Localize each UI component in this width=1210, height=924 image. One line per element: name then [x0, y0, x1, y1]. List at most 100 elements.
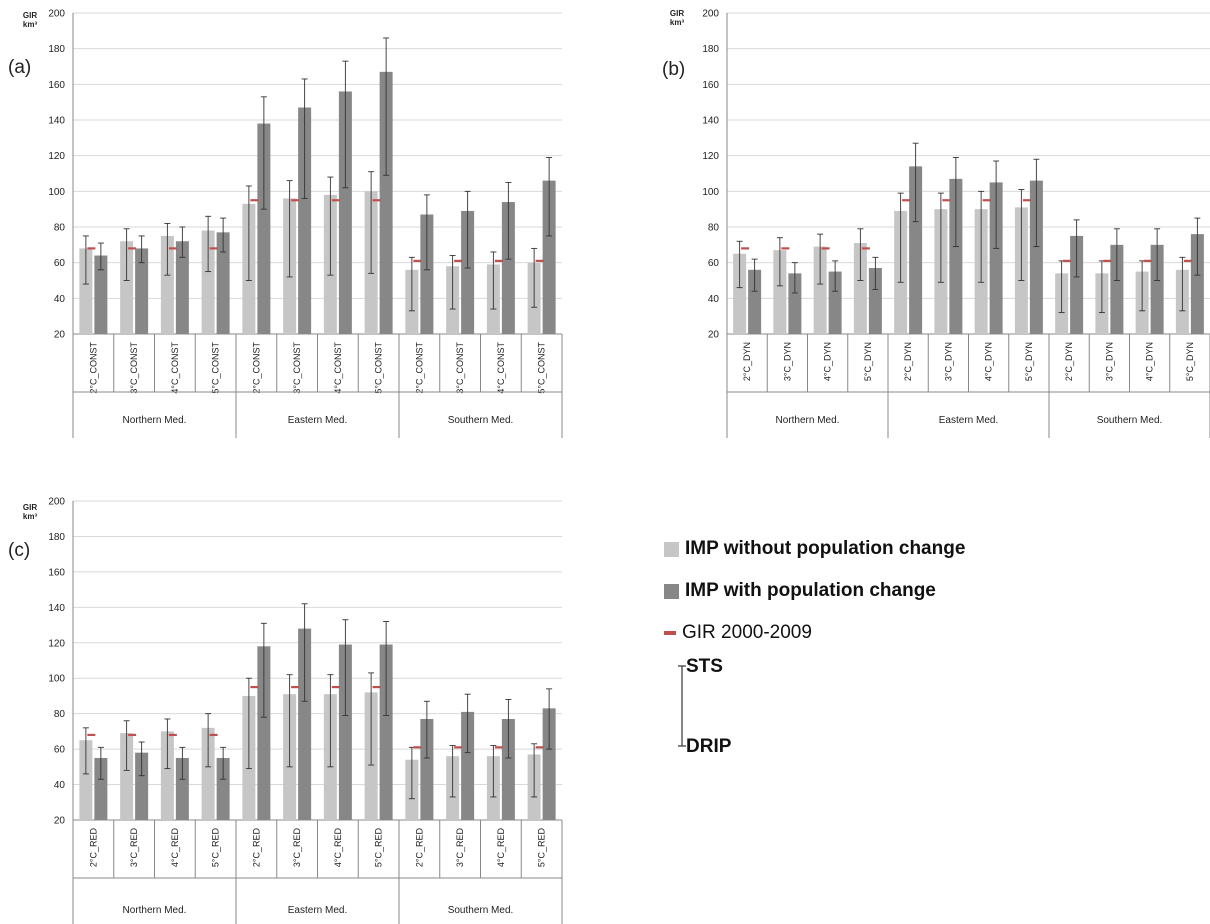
p2-x-tick-label: 3°C_DYN [943, 342, 953, 381]
p1-bar-with-pop [420, 214, 434, 334]
p1-y-tick-label: 140 [48, 116, 65, 127]
p2-x-tick-label: 4°C_DYN [1145, 342, 1155, 381]
p3-bar-with-pop [94, 757, 108, 820]
p1-y-tick-label: 180 [48, 44, 65, 55]
p2-bar-without-pop [733, 253, 747, 334]
p3-y-tick-label: 80 [54, 709, 66, 720]
p3-y-tick-label: 40 [54, 780, 66, 791]
legend-swatch-baseline [664, 631, 676, 635]
p1-bar-without-pop [201, 230, 215, 334]
p2-y-tick-label: 200 [702, 9, 719, 20]
p2-bar-without-pop [813, 246, 827, 334]
p2-bar-with-pop [1150, 244, 1164, 334]
p3-y-tick-label: 140 [48, 603, 65, 614]
p2-y-axis-label: GIR km³ [670, 9, 685, 27]
p3-bar-with-pop [216, 757, 230, 820]
p2-x-tick-label: 2°C_DYN [903, 342, 913, 381]
p3-y-tick-label: 20 [54, 816, 66, 827]
p1-x-tick-label: 5°C_CONST [211, 341, 221, 393]
p3-x-tick-label: 5°C_RED [211, 828, 221, 868]
p3-x-tick-label: 3°C_RED [292, 828, 302, 868]
p1-y-tick-label: 200 [48, 9, 65, 20]
p3-bar-without-pop [79, 740, 93, 820]
chart-svg-b: 20 40 60 80 100 120 140 160 180 200 GIR km³ (b) 2°C_D… [662, 9, 1210, 438]
chart-svg-a: 20 40 60 80 100 120 140 160 180 200 GIR km³ (a) 2°C_C… [8, 9, 563, 438]
p2-x-tick-label: 2°C_DYN [742, 342, 752, 381]
legend-label-with-pop: IMP with population change [685, 580, 936, 601]
p1-x-tick-label: 4°C_CONST [496, 341, 506, 393]
p2-x-tick-label: 2°C_DYN [1064, 342, 1074, 381]
p1-bar-with-pop [501, 202, 515, 334]
p3-y-tick-label: 60 [54, 745, 66, 756]
p1-x-tick-label: 2°C_CONST [251, 341, 261, 393]
p2-bar-with-pop [989, 182, 1003, 334]
p1-x-tick-label: 2°C_CONST [414, 341, 424, 393]
p2-x-tick-label: 5°C_DYN [863, 342, 873, 381]
p2-bar-with-pop [1110, 244, 1124, 334]
p1-bar-with-pop [94, 255, 108, 334]
p3-bar-with-pop [338, 644, 352, 820]
p3-y-tick-label: 100 [48, 674, 65, 685]
legend-errorbar-icon [678, 665, 686, 747]
p3-bar-with-pop [461, 711, 475, 820]
p2-y-tick-label: 160 [702, 80, 719, 91]
p1-bar-without-pop [120, 241, 134, 334]
p1-bar-with-pop [135, 248, 149, 334]
p1-bar-with-pop [338, 91, 352, 334]
p2-x-tick-label: 5°C_DYN [1024, 342, 1034, 381]
p1-bar-with-pop [379, 71, 393, 334]
p2-bar-with-pop [868, 268, 882, 334]
legend-label-sts: STS [686, 656, 723, 677]
p3-x-tick-label: 5°C_RED [537, 828, 547, 868]
p3-bar-with-pop [135, 752, 149, 820]
legend-item-baseline: GIR 2000-2009 [664, 622, 812, 644]
p1-bar-with-pop [542, 180, 556, 334]
p3-bar-without-pop [201, 727, 215, 820]
p1-x-tick-label: 3°C_CONST [292, 341, 302, 393]
chart-panel-c: 20 40 60 80 100 120 140 160 180 200 GIR km³ (c) 2°C_R… [0, 488, 580, 924]
p3-bar-without-pop [120, 733, 134, 820]
p1-region-label: Eastern Med. [288, 415, 347, 426]
p3-x-tick-label: 2°C_RED [414, 828, 424, 868]
p1-y-tick-label: 80 [54, 223, 66, 234]
legend-item-without-pop: IMP without population change [664, 538, 965, 560]
p3-y-tick-label: 180 [48, 532, 65, 543]
p3-region-label: Southern Med. [448, 905, 514, 916]
p1-y-axis-label: GIR km³ [23, 11, 38, 29]
p2-bar-with-pop [748, 269, 762, 334]
p3-x-tick-label: 4°C_RED [170, 828, 180, 868]
p1-x-tick-label: 3°C_CONST [129, 341, 139, 393]
p1-x-tick-label: 5°C_CONST [537, 341, 547, 393]
p2-region-label: Eastern Med. [939, 415, 998, 426]
legend-label-drip: DRIP [686, 736, 732, 757]
p2-bar-with-pop [909, 166, 923, 334]
p3-y-tick-label: 120 [48, 638, 65, 649]
p1-y-tick-label: 60 [54, 258, 66, 269]
p2-region-label: Northern Med. [776, 415, 840, 426]
p3-x-tick-label: 3°C_RED [455, 828, 465, 868]
p2-bar-without-pop [773, 250, 787, 334]
legend-item-with-pop: IMP with population change [664, 580, 936, 602]
p2-y-tick-label: 20 [708, 330, 720, 341]
p3-y-axis-label: GIR km³ [23, 503, 38, 521]
legend-swatch-without-pop [664, 541, 679, 557]
p3-bar-with-pop [379, 644, 393, 820]
p3-x-tick-label: 3°C_RED [129, 828, 139, 868]
p3-x-tick-label: 2°C_RED [251, 828, 261, 868]
p2-y-tick-label: 140 [702, 116, 719, 127]
p2-x-tick-label: 3°C_DYN [1104, 342, 1114, 381]
p1-x-tick-label: 4°C_CONST [333, 341, 343, 393]
p1-bar-with-pop [216, 232, 230, 334]
p2-bar-with-pop [949, 178, 963, 334]
p1-bar-without-pop [79, 248, 93, 334]
p3-bar-with-pop [420, 718, 434, 820]
p2-y-tick-label: 180 [702, 44, 719, 55]
p2-bar-with-pop [828, 271, 842, 334]
chart-panel-a: 20 40 60 80 100 120 140 160 180 200 GIR km³ (a) 2°C_C… [0, 0, 580, 440]
p2-y-tick-label: 80 [708, 223, 720, 234]
p3-x-tick-label: 5°C_RED [374, 828, 384, 868]
p1-bar-without-pop [160, 235, 174, 334]
p2-bar-with-pop [1070, 235, 1084, 334]
p3-bar-without-pop [160, 731, 174, 820]
p2-y-tick-label: 100 [702, 187, 719, 198]
